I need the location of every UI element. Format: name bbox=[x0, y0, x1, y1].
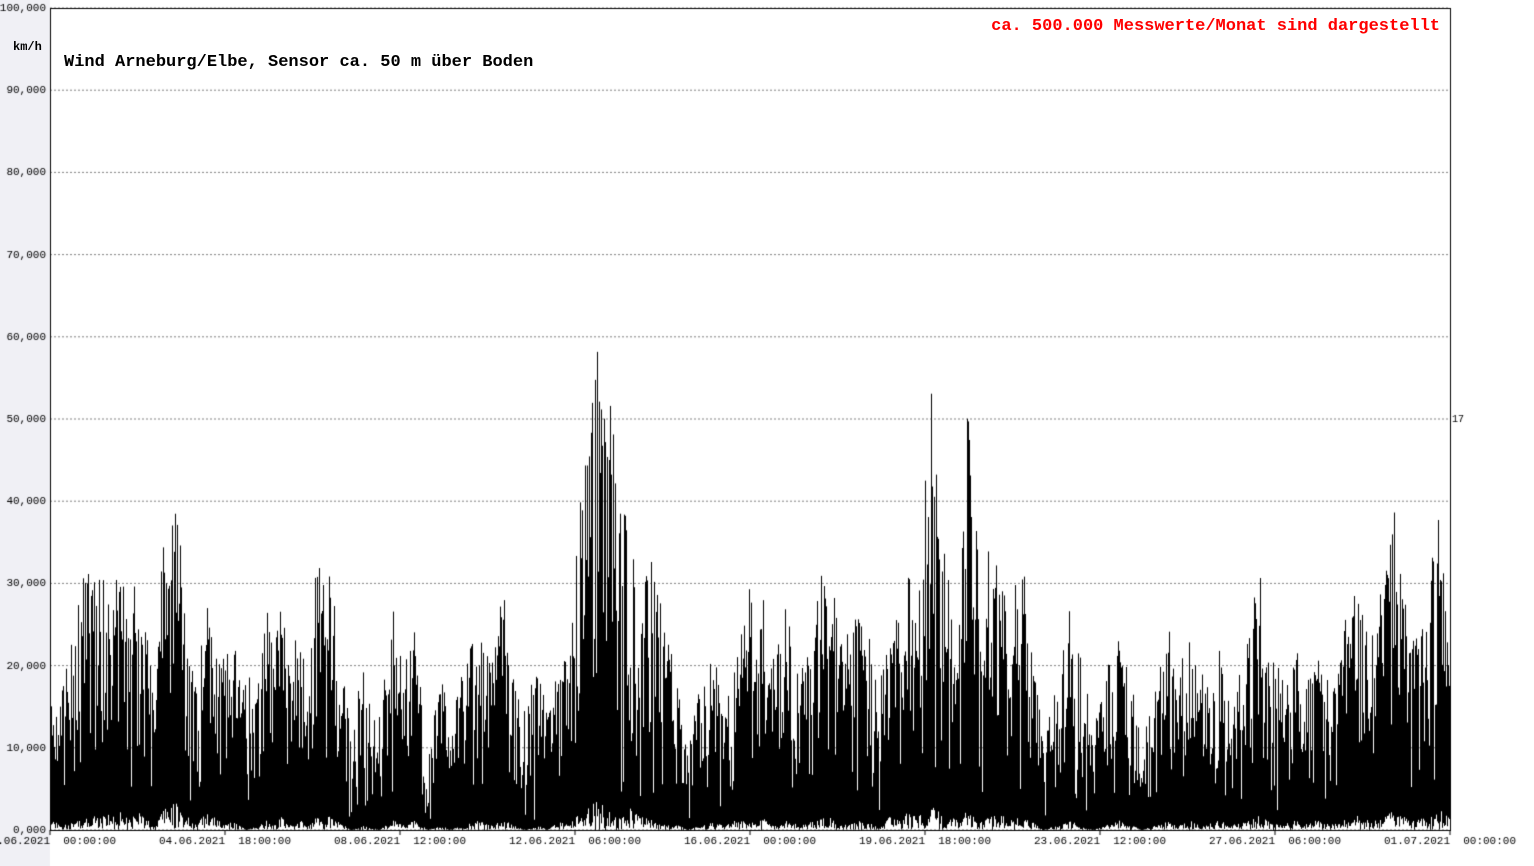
wind-chart: Wind Arneburg/Elbe, Sensor ca. 50 m über… bbox=[0, 0, 1534, 866]
chart-canvas bbox=[0, 0, 1534, 866]
